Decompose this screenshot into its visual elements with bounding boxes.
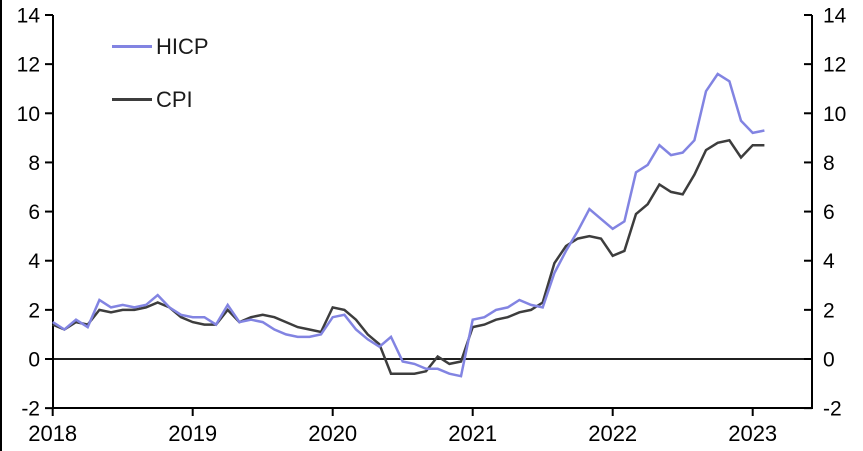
cpi-line-swatch bbox=[112, 98, 152, 101]
y-tick-label-right: 8 bbox=[823, 152, 835, 175]
y-tick-label-left: 0 bbox=[28, 349, 40, 372]
hicp-legend-label: HICP bbox=[156, 34, 209, 59]
x-tick-label: 2023 bbox=[728, 421, 777, 446]
legend-item-cpi: CPI bbox=[112, 87, 209, 112]
x-tick-label: 2018 bbox=[28, 421, 77, 446]
y-tick-label-left: 12 bbox=[17, 54, 40, 77]
chart-legend: HICP CPI bbox=[112, 34, 209, 112]
hicp-line bbox=[52, 72, 765, 378]
cpi-legend-label: CPI bbox=[156, 87, 193, 112]
frame-border-left bbox=[0, 0, 2, 451]
y-tick-label-right: 0 bbox=[823, 349, 835, 372]
hicp-line-swatch bbox=[112, 45, 152, 48]
y-tick-label-left: 8 bbox=[28, 152, 40, 175]
y-tick-label-right: 6 bbox=[823, 201, 835, 224]
y-tick-label-right: 12 bbox=[823, 54, 846, 77]
y-tick-label-right: 2 bbox=[823, 299, 835, 322]
y-tick-label-right: 14 bbox=[823, 5, 847, 28]
y-tick-label-right: -2 bbox=[823, 398, 842, 421]
legend-item-hicp: HICP bbox=[112, 34, 209, 59]
x-tick-label: 2021 bbox=[448, 421, 497, 446]
cpi-line bbox=[52, 138, 765, 375]
y-tick-label-left: 6 bbox=[28, 201, 40, 224]
x-tick-label: 2019 bbox=[168, 421, 217, 446]
y-tick-label-left: 10 bbox=[17, 103, 40, 126]
y-tick-label-right: 10 bbox=[823, 103, 846, 126]
y-tick-label-left: 2 bbox=[28, 299, 40, 322]
y-tick-label-left: 4 bbox=[28, 250, 40, 273]
y-tick-label-left: -2 bbox=[21, 398, 40, 421]
y-tick-label-left: 14 bbox=[17, 5, 41, 28]
x-tick-label: 2020 bbox=[308, 421, 357, 446]
y-tick-label-right: 4 bbox=[823, 250, 835, 273]
x-tick-label: 2022 bbox=[588, 421, 637, 446]
